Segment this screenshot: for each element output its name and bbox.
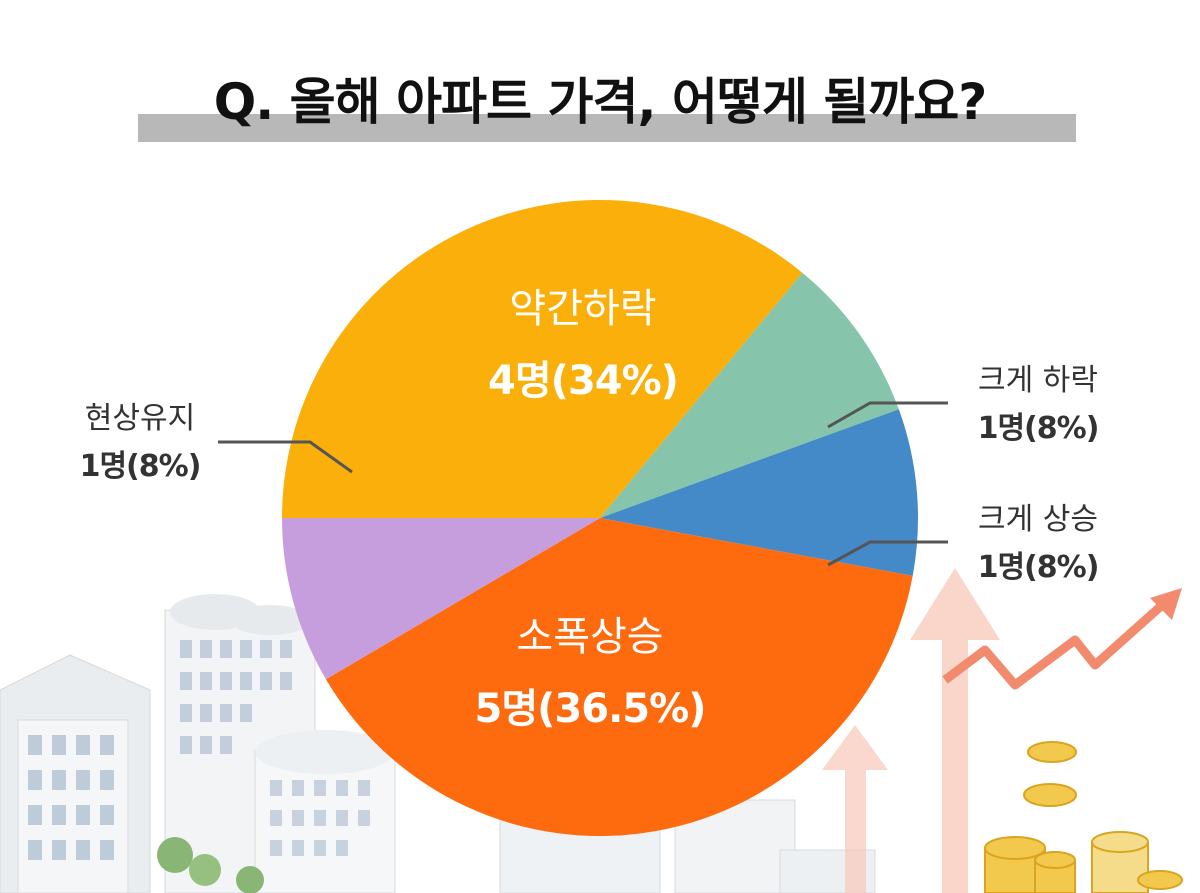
city-buildings-illustration [0,594,876,893]
pie-chart [282,199,918,837]
slice-value-label-1: 1명(8%) [978,411,1099,446]
slice-value-label-3: 5명(36.5%) [475,686,706,732]
slice-label-1: 크게 하락 [978,363,1098,398]
title-highlight-bar [138,114,1076,142]
slice-value-label-0: 4명(34%) [488,358,678,404]
chart-title: Q. 올해 아파트 가격, 어떻게 될까요? [213,73,988,131]
slice-label-3: 소폭상승 [516,614,663,660]
gold-coins-illustration [984,741,1183,893]
pie-slice-1 [600,272,899,518]
leader-line-unchanged [218,440,353,474]
leader-line-large-decline [827,401,948,429]
slice-value-label-4: 1명(8%) [80,449,201,484]
pie-slice-4 [282,518,600,680]
leader-lines [218,401,948,567]
pie-slice-0 [282,199,803,518]
pie-slice-2 [600,409,918,576]
leader-line-large-rise [827,540,948,567]
slice-label-0: 약간하락 [509,286,656,332]
pie-slice-3 [325,518,913,837]
pie-labels: 약간하락 4명(34%) 크게 하락 1명(8%) 크게 상승 1명(8%) 소폭상승 5명(… [80,286,1100,732]
rising-arrows-illustration [822,568,1182,893]
slice-label-2: 크게 상승 [978,502,1098,537]
slice-label-4: 현상유지 [85,401,195,436]
slice-value-label-2: 1명(8%) [978,550,1099,585]
